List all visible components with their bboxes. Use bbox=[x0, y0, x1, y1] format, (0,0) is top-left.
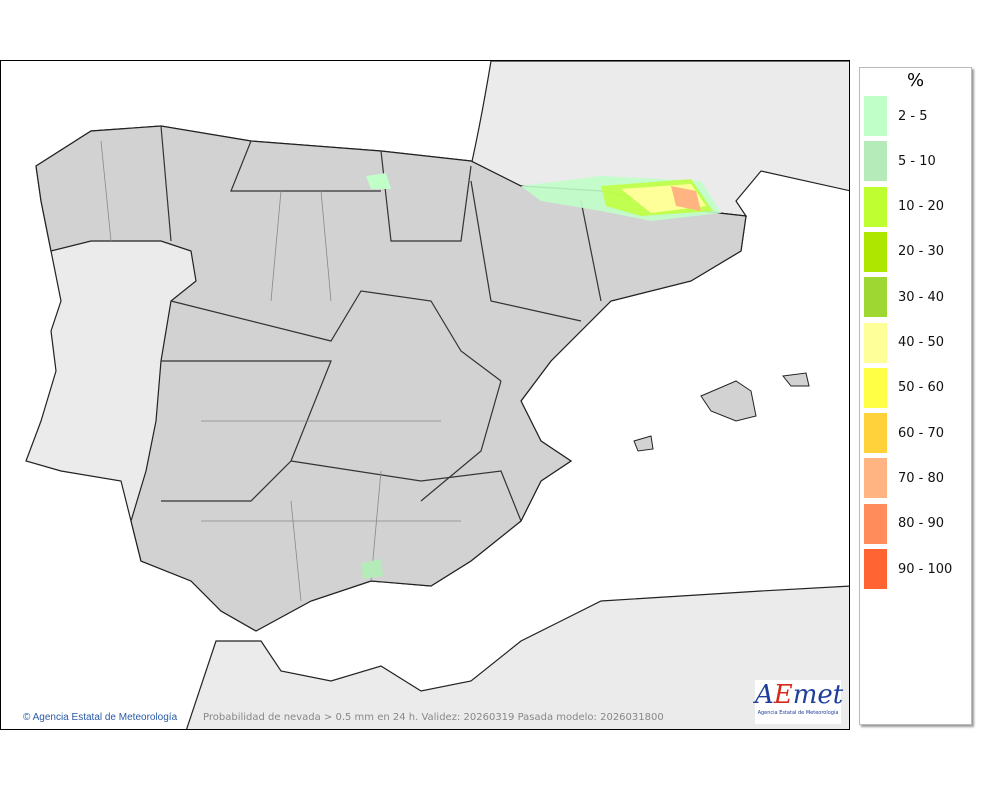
legend-label: 90 - 100 bbox=[898, 561, 953, 577]
mallorca bbox=[700, 380, 757, 422]
legend-label: 20 - 30 bbox=[898, 244, 945, 260]
legend-item: 2 - 5 bbox=[864, 95, 928, 137]
legend-swatch bbox=[864, 549, 887, 589]
map-canvas bbox=[25, 61, 849, 729]
aemet-logo: AEmet Agencia Estatal de Meteorología bbox=[755, 680, 843, 724]
legend-label: 50 - 60 bbox=[898, 380, 945, 396]
copyright-icon: © bbox=[23, 712, 31, 723]
legend-item: 10 - 20 bbox=[864, 186, 944, 228]
province-borders bbox=[100, 140, 461, 602]
legend-swatch bbox=[864, 367, 887, 408]
legend-swatch bbox=[864, 458, 887, 499]
legend-swatch bbox=[864, 503, 887, 544]
legend-item: 40 - 50 bbox=[864, 322, 944, 364]
legend-item: 80 - 90 bbox=[864, 503, 944, 545]
legend-label: 5 - 10 bbox=[898, 153, 936, 169]
legend: % 2 - 5 5 - 10 10 - 20 20 - 30 30 - 40 40 - 5… bbox=[859, 67, 972, 725]
legend-item: 20 - 30 bbox=[864, 231, 944, 273]
map-panel: © Agencia Estatal de Meteorología Probab… bbox=[0, 60, 850, 730]
region-borders bbox=[160, 125, 602, 522]
menorca bbox=[782, 372, 810, 387]
legend-item: 30 - 40 bbox=[864, 276, 944, 318]
snow-probability-areas bbox=[361, 173, 721, 579]
legend-label: 80 - 90 bbox=[898, 516, 945, 532]
legend-label: 2 - 5 bbox=[898, 108, 928, 124]
legend-swatch bbox=[864, 141, 887, 182]
legend-swatch bbox=[864, 322, 887, 363]
legend-title: % bbox=[906, 70, 925, 91]
legend-item: 60 - 70 bbox=[864, 412, 944, 454]
map-caption: Probabilidad de nevada > 0.5 mm en 24 h.… bbox=[203, 712, 664, 723]
legend-swatch bbox=[864, 186, 887, 227]
credit-text: © Agencia Estatal de Meteorología bbox=[23, 712, 178, 723]
africa-landmass bbox=[186, 585, 849, 729]
legend-item: 5 - 10 bbox=[864, 140, 936, 182]
legend-item: 90 - 100 bbox=[864, 548, 952, 590]
legend-swatch bbox=[864, 231, 887, 272]
legend-swatch bbox=[864, 96, 887, 136]
legend-label: 60 - 70 bbox=[898, 425, 945, 441]
legend-label: 10 - 20 bbox=[898, 199, 945, 215]
france-landmass bbox=[470, 61, 849, 217]
legend-swatch bbox=[864, 277, 887, 318]
legend-label: 70 - 80 bbox=[898, 470, 945, 486]
legend-swatch bbox=[864, 413, 887, 454]
legend-item: 50 - 60 bbox=[864, 367, 944, 409]
legend-label: 40 - 50 bbox=[898, 335, 945, 350]
ibiza bbox=[633, 435, 654, 452]
legend-item: 70 - 80 bbox=[864, 457, 944, 499]
legend-label: 30 - 40 bbox=[898, 289, 945, 305]
